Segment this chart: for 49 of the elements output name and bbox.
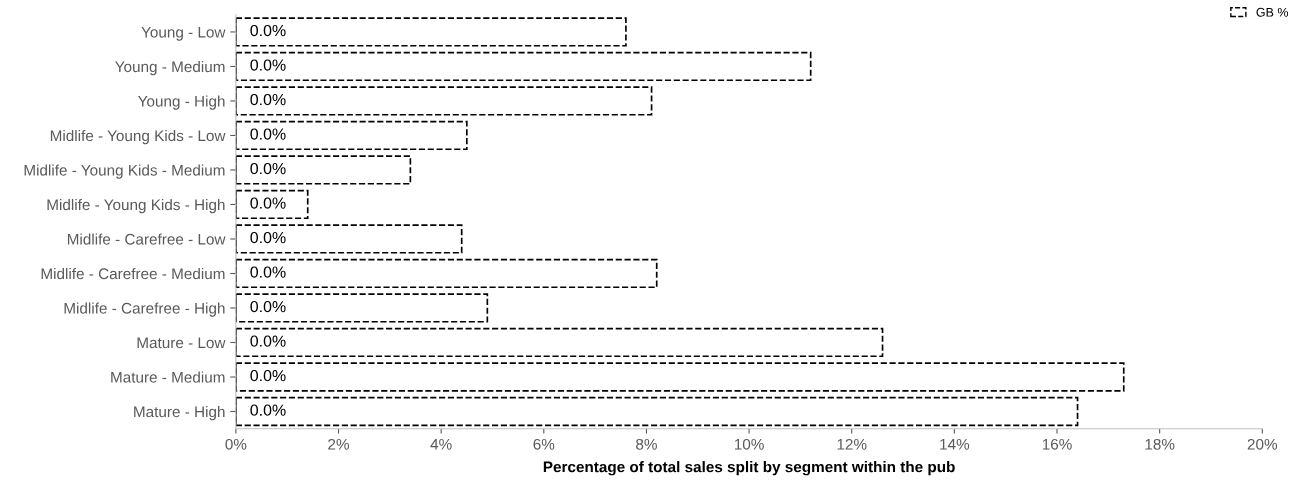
bar — [235, 224, 463, 254]
data-label: 0.0% — [250, 24, 286, 37]
data-label: 0.0% — [250, 300, 286, 313]
data-label: 0.0% — [250, 404, 286, 416]
data-label: 0.0% — [250, 197, 286, 209]
y-tick-label: Midlife - Carefree - Low — [67, 233, 226, 245]
bar — [235, 396, 1079, 427]
bar — [235, 17, 627, 47]
data-label: 0.0% — [250, 369, 286, 382]
data-label: 0.0% — [250, 93, 286, 106]
bar — [235, 51, 812, 82]
bar — [235, 362, 1125, 392]
y-tick-label: Midlife - Young Kids - High — [47, 198, 225, 214]
legend-label: GB % — [1256, 7, 1289, 17]
bar — [235, 155, 412, 185]
y-tick-label: Midlife - Carefree - High — [64, 302, 225, 317]
x-tick-label: 10% — [734, 438, 764, 450]
x-tick-label: 12% — [837, 438, 867, 450]
y-tick-label: Mature - High — [134, 405, 225, 421]
x-tick-label: 8% — [636, 438, 657, 450]
y-tick-label: Midlife - Young Kids - Medium — [24, 164, 225, 179]
bar — [235, 86, 653, 116]
y-tick-label: Midlife - Young Kids - Low — [50, 129, 226, 145]
x-tick-label: 16% — [1042, 438, 1072, 450]
x-tick-label: 18% — [1145, 438, 1175, 450]
bar — [235, 189, 309, 220]
y-tick-label: Mature - Medium — [111, 371, 225, 383]
y-tick-label: Young - Medium — [115, 60, 225, 76]
y-tick-label: Mature - Low — [137, 337, 226, 349]
data-label: 0.0% — [250, 59, 286, 71]
x-tick-label: 4% — [430, 438, 452, 450]
data-label: 0.0% — [250, 128, 286, 140]
data-label: 0.0% — [250, 231, 286, 244]
data-label: 0.0% — [250, 162, 286, 175]
y-tick-label: Midlife - Carefree - Medium — [41, 267, 225, 280]
bar — [235, 293, 489, 323]
x-axis-title: Percentage of total sales split by segment within the pub — [543, 461, 955, 476]
x-tick-label: 20% — [1247, 438, 1278, 450]
bar — [235, 258, 658, 289]
y-tick-label: Young - Low — [141, 26, 226, 41]
x-tick-label: 6% — [533, 438, 555, 450]
x-tick-label: 0% — [225, 438, 247, 450]
y-tick-label: Young - High — [138, 95, 225, 110]
x-tick-label: 14% — [940, 438, 970, 450]
bar — [235, 120, 468, 151]
data-label: 0.0% — [250, 335, 286, 347]
data-label: 0.0% — [250, 266, 286, 278]
x-tick-label: 2% — [328, 438, 350, 450]
bar — [235, 327, 884, 358]
